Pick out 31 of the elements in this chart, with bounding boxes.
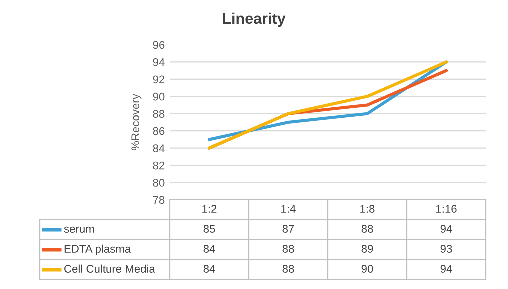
data-label: 88 [282, 265, 294, 273]
data-label: 94 [440, 225, 452, 233]
data-label: 87 [282, 225, 294, 233]
chart-title: Linearity [223, 12, 286, 28]
legend-label: EDTA plasma [64, 244, 132, 256]
data-label: 88 [362, 225, 374, 233]
y-tick-label: 96 [153, 41, 165, 50]
data-label: 90 [362, 265, 374, 273]
y-tick-label: 80 [153, 179, 165, 187]
data-label: 84 [204, 265, 216, 273]
data-label: 93 [440, 245, 452, 253]
y-tick-label: 94 [153, 58, 165, 66]
y-tick-label: 82 [153, 162, 165, 170]
data-label: 85 [204, 225, 216, 233]
data-label: 94 [440, 265, 452, 273]
x-tick-label: 1:16 [436, 205, 457, 213]
x-tick-label: 1:8 [360, 205, 375, 213]
y-tick-label: 88 [153, 110, 165, 118]
y-tick-label: 86 [153, 127, 165, 136]
x-tick-label: 1:4 [282, 205, 296, 213]
y-tick-label: 92 [153, 76, 165, 84]
y-tick-label: 78 [153, 196, 165, 204]
legend-label: serum [64, 226, 94, 233]
data-label: 84 [204, 245, 216, 253]
y-tick-label: 90 [153, 92, 165, 101]
data-label: 88 [282, 245, 294, 253]
data-label: 89 [362, 245, 374, 253]
legend-label: Cell Culture Media [64, 264, 156, 273]
y-tick-label: 84 [153, 144, 165, 152]
x-tick-label: 1:2 [202, 205, 217, 213]
y-axis-title: %Recovery [132, 94, 142, 151]
